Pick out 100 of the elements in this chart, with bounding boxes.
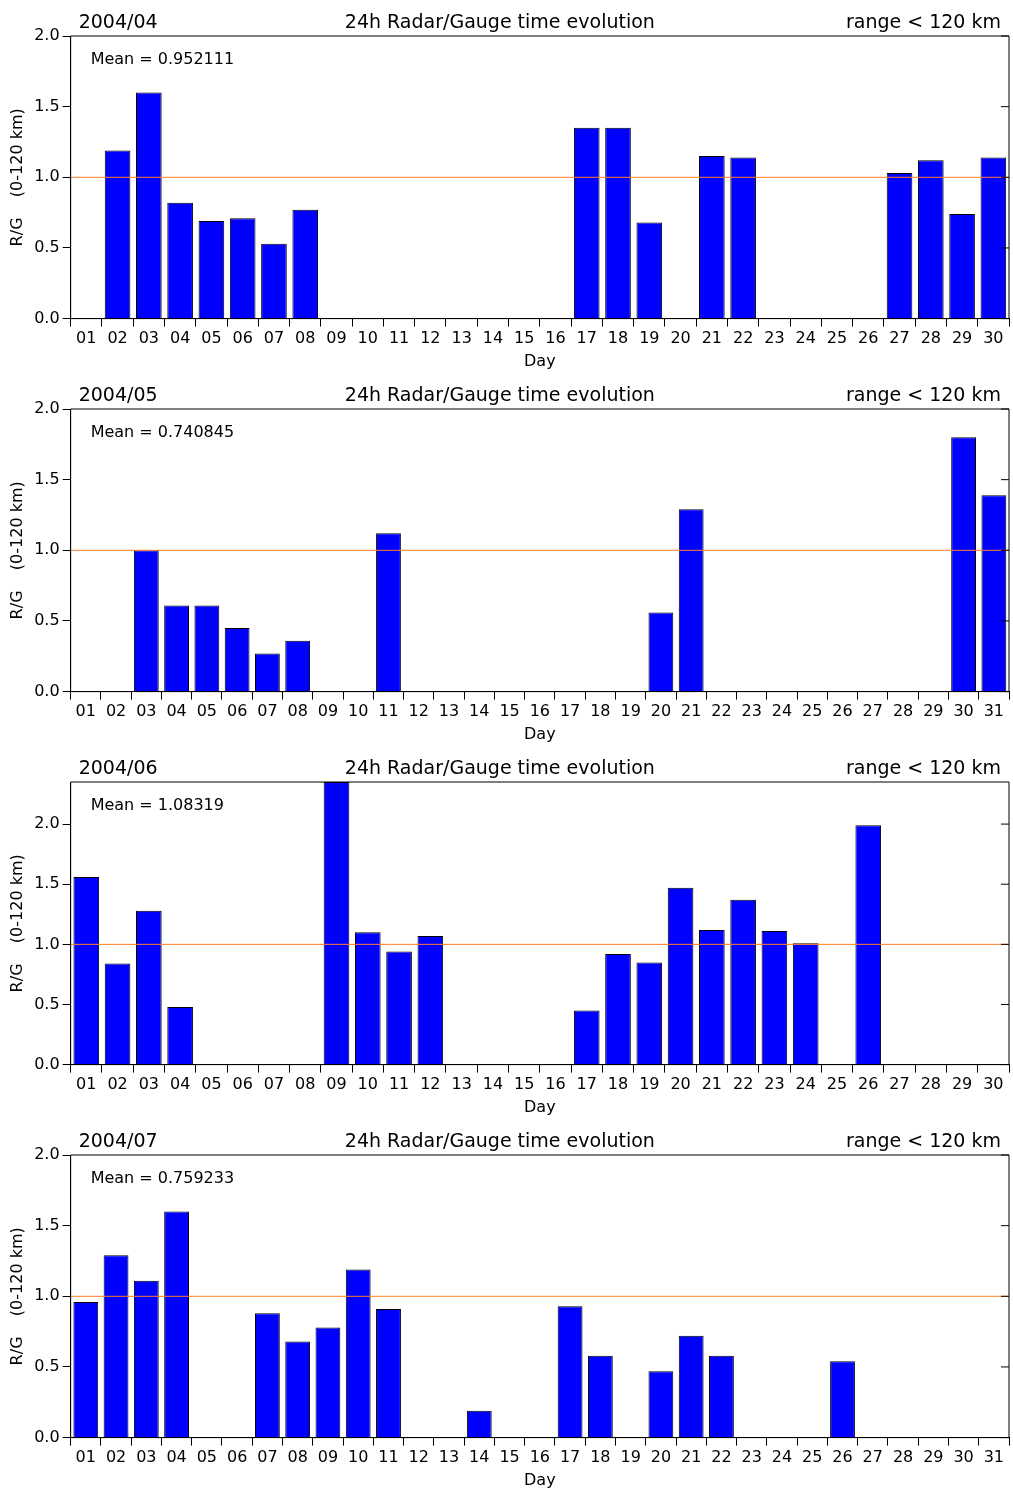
y-tick-label: 1.0 xyxy=(34,933,60,953)
x-tick-label: 01 xyxy=(76,1074,97,1094)
x-tick-label: 23 xyxy=(764,328,785,348)
x-tick-label: 18 xyxy=(607,1074,629,1094)
y-axis-title: R/G (0-120 km) xyxy=(6,108,26,247)
x-tick-label: 22 xyxy=(732,328,754,348)
x-tick-label: 07 xyxy=(257,701,278,721)
x-tick-label: 19 xyxy=(639,328,660,348)
y-tick-label: 0.5 xyxy=(34,237,60,257)
x-tick-label: 18 xyxy=(607,328,629,348)
annotation: Mean = 0.952111 xyxy=(90,49,235,68)
x-tick-label: 06 xyxy=(226,701,248,721)
x-tick-label: 28 xyxy=(920,1074,941,1094)
x-tick-label: 04 xyxy=(166,701,187,721)
y-tick-label: 1.5 xyxy=(34,468,60,488)
x-tick-label: 24 xyxy=(795,328,816,348)
x-tick-label: 15 xyxy=(499,1447,520,1467)
y-tick-label: 2.0 xyxy=(34,398,60,418)
x-tick-label: 26 xyxy=(858,328,879,348)
x-tick-label: 22 xyxy=(732,1074,754,1094)
x-tick-label: 18 xyxy=(590,701,611,721)
x-tick-label: 26 xyxy=(832,1447,853,1467)
x-tick-label: 25 xyxy=(802,1447,823,1467)
x-tick-label: 05 xyxy=(196,1447,218,1467)
x-tick-label: 07 xyxy=(263,1074,285,1094)
x-tick-label: 25 xyxy=(826,328,848,348)
x-tick-label: 20 xyxy=(650,701,672,721)
text: 2004/07 xyxy=(78,1129,158,1151)
text: 2004/06 xyxy=(78,756,158,778)
x-tick-label: 24 xyxy=(771,1447,793,1467)
x-tick-label: 12 xyxy=(420,328,441,348)
x-tick-label: 17 xyxy=(576,1074,597,1094)
x-tick-label: 26 xyxy=(832,701,853,721)
text: 2004/04 xyxy=(78,10,158,32)
x-tick-label: 23 xyxy=(764,1074,785,1094)
x-tick-label: 21 xyxy=(680,1447,702,1467)
x-tick-label: 21 xyxy=(701,1074,723,1094)
y-tick-label: 1.0 xyxy=(34,539,60,559)
y-tick-label: 2.0 xyxy=(34,25,60,45)
annotation: Mean = 1.08319 xyxy=(90,795,224,814)
x-tick-label: 19 xyxy=(620,701,641,721)
x-tick-label: 09 xyxy=(317,701,339,721)
x-tick-label: 09 xyxy=(317,1447,339,1467)
x-tick-label: 18 xyxy=(590,1447,611,1467)
x-axis-title: Day xyxy=(524,723,556,743)
x-tick-label: 28 xyxy=(892,1447,914,1467)
x-tick-label: 13 xyxy=(451,328,472,348)
y-tick-label: 0.0 xyxy=(34,307,60,327)
x-tick-label: 29 xyxy=(951,1074,973,1094)
y-tick-label: 1.0 xyxy=(34,1285,60,1305)
x-tick-label: 10 xyxy=(348,1447,369,1467)
x-tick-label: 02 xyxy=(107,328,128,348)
x-tick-label: 05 xyxy=(201,328,222,348)
x-tick-label: 11 xyxy=(388,1074,410,1094)
x-tick-label: 08 xyxy=(295,328,316,348)
y-tick-label: 0.0 xyxy=(34,1426,60,1446)
x-tick-label: 19 xyxy=(639,1074,660,1094)
x-tick-label: 24 xyxy=(771,701,793,721)
x-tick-label: 22 xyxy=(711,1447,732,1467)
x-tick-label: 15 xyxy=(514,1074,535,1094)
y-axis-title: R/G (0-120 km) xyxy=(6,1227,26,1366)
x-tick-label: 04 xyxy=(166,1447,187,1467)
y-axis-title: R/G (0-120 km) xyxy=(6,854,26,993)
chart-title: 24h Radar/Gauge time evolution xyxy=(344,1129,655,1151)
text: range < 120 km xyxy=(845,1129,1001,1151)
x-tick-label: 03 xyxy=(136,701,157,721)
x-tick-label: 28 xyxy=(892,701,914,721)
x-tick-label: 16 xyxy=(545,1074,566,1094)
x-tick-label: 02 xyxy=(105,701,127,721)
y-tick-label: 0.0 xyxy=(34,1053,60,1073)
x-tick-label: 20 xyxy=(670,328,691,348)
y-tick-label: 1.5 xyxy=(34,873,60,893)
x-tick-label: 13 xyxy=(438,1447,460,1467)
x-tick-label: 16 xyxy=(529,1447,550,1467)
annotation: Mean = 0.759233 xyxy=(90,1168,235,1187)
x-tick-label: 12 xyxy=(408,1447,429,1467)
x-tick-label: 08 xyxy=(287,701,308,721)
x-axis-title: Day xyxy=(524,1096,556,1116)
x-tick-label: 31 xyxy=(983,1447,1005,1467)
x-tick-label: 08 xyxy=(295,1074,316,1094)
x-tick-label: 23 xyxy=(741,701,762,721)
y-tick-label: 0.5 xyxy=(34,610,60,630)
y-tick-label: 1.5 xyxy=(34,1214,60,1234)
chart-title: 24h Radar/Gauge time evolution xyxy=(344,756,655,778)
x-tick-label: 03 xyxy=(138,328,160,348)
x-tick-label: 30 xyxy=(953,701,974,721)
x-tick-label: 07 xyxy=(263,328,285,348)
x-tick-label: 17 xyxy=(559,701,581,721)
x-tick-label: 31 xyxy=(983,701,1005,721)
x-tick-label: 12 xyxy=(420,1074,441,1094)
x-tick-label: 13 xyxy=(451,1074,472,1094)
x-tick-label: 06 xyxy=(232,1074,253,1094)
x-tick-label: 27 xyxy=(889,328,910,348)
x-axis-title: Day xyxy=(524,1469,556,1489)
x-tick-label: 11 xyxy=(378,1447,399,1467)
x-tick-label: 29 xyxy=(923,1447,944,1467)
x-tick-label: 08 xyxy=(287,1447,308,1467)
x-tick-label: 09 xyxy=(326,1074,347,1094)
text: range < 120 km xyxy=(845,10,1001,32)
x-tick-label: 27 xyxy=(862,1447,883,1467)
